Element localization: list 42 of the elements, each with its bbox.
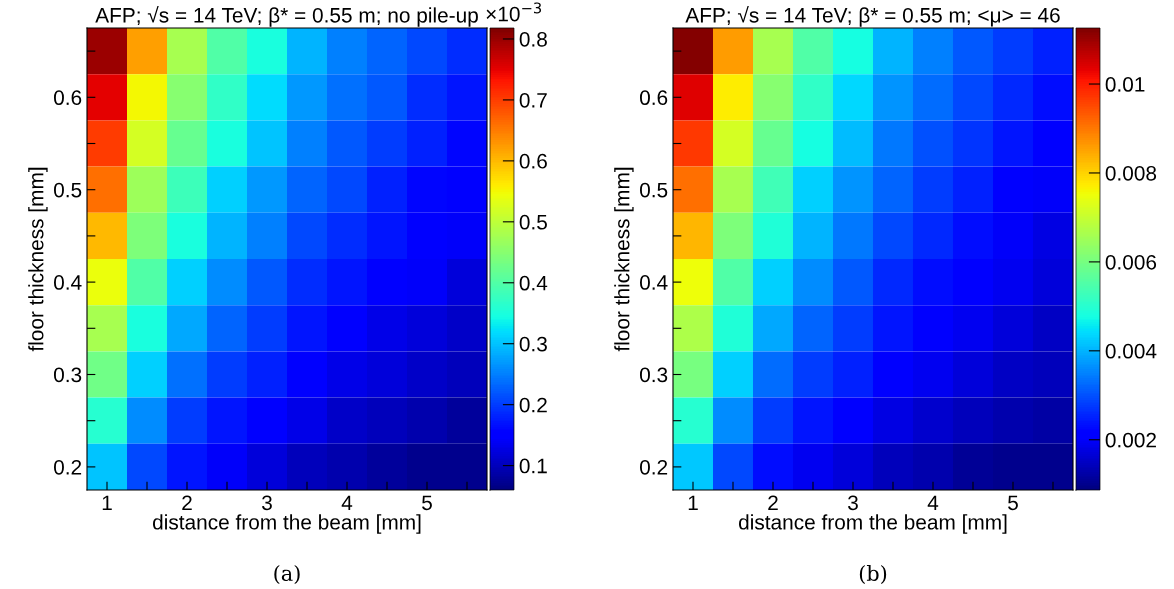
color-bar-label: 0.006 — [1105, 254, 1157, 270]
y-tick-label: 0.4 — [639, 275, 668, 290]
y-tick-label: 0.3 — [53, 367, 82, 383]
color-bar-label: 0.6 — [519, 153, 547, 169]
x-tick-label: 1 — [688, 495, 698, 510]
y-tick-label: 0.5 — [53, 182, 82, 198]
text: ×10$^{−3}$ — [486, 2, 542, 22]
y-tick-label: 0.4 — [53, 275, 82, 290]
text: (a) — [274, 564, 300, 584]
color-bar-label: 0.8 — [519, 31, 547, 47]
color-bar-label: 0.002 — [1105, 432, 1156, 448]
color-bar-label: 0.5 — [519, 214, 547, 230]
x-tick-label: 1 — [102, 495, 112, 510]
chart-title: AFP; √s = 14 TeV; β* = 0.55 m; no pile-up — [95, 5, 478, 27]
color-bar-label: 0.7 — [519, 92, 547, 108]
color-bar-label: 0.4 — [519, 275, 548, 291]
x-tick-label: 3 — [262, 495, 272, 511]
y-tick-label: 0.6 — [53, 90, 82, 106]
y-tick-label: 0.2 — [639, 459, 668, 475]
y-tick-label: 0.5 — [639, 182, 668, 198]
x-tick-label: 5 — [1008, 495, 1018, 511]
x-axis-title: distance from the beam [mm] — [153, 514, 421, 534]
y-axis-title: floor thickness [mm] — [28, 167, 48, 352]
x-tick-label: 4 — [341, 495, 353, 510]
color-bar-label: 0.004 — [1105, 343, 1157, 359]
y-tick-label: 0.2 — [53, 459, 82, 475]
x-axis-title: distance from the beam [mm] — [739, 514, 1007, 534]
x-tick-label: 2 — [182, 495, 192, 510]
color-bar-label: 0.3 — [519, 336, 547, 352]
x-tick-label: 5 — [422, 495, 432, 511]
text: (b) — [859, 564, 887, 584]
color-bar-label: 0.2 — [519, 397, 547, 413]
x-tick-label: 2 — [768, 495, 778, 510]
color-bar-label: 0.008 — [1105, 165, 1157, 181]
y-tick-label: 0.3 — [639, 367, 668, 383]
y-axis-title: floor thickness [mm] — [614, 167, 634, 352]
color-bar-label: 0.1 — [519, 458, 547, 474]
y-tick-label: 0.6 — [639, 90, 668, 106]
x-tick-label: 4 — [927, 495, 939, 510]
x-tick-label: 3 — [848, 495, 858, 511]
chart-title: AFP; √s = 14 TeV; β* = 0.55 m; <μ> = 46 — [685, 5, 1060, 27]
color-bar-label: 0.01 — [1105, 77, 1145, 92]
